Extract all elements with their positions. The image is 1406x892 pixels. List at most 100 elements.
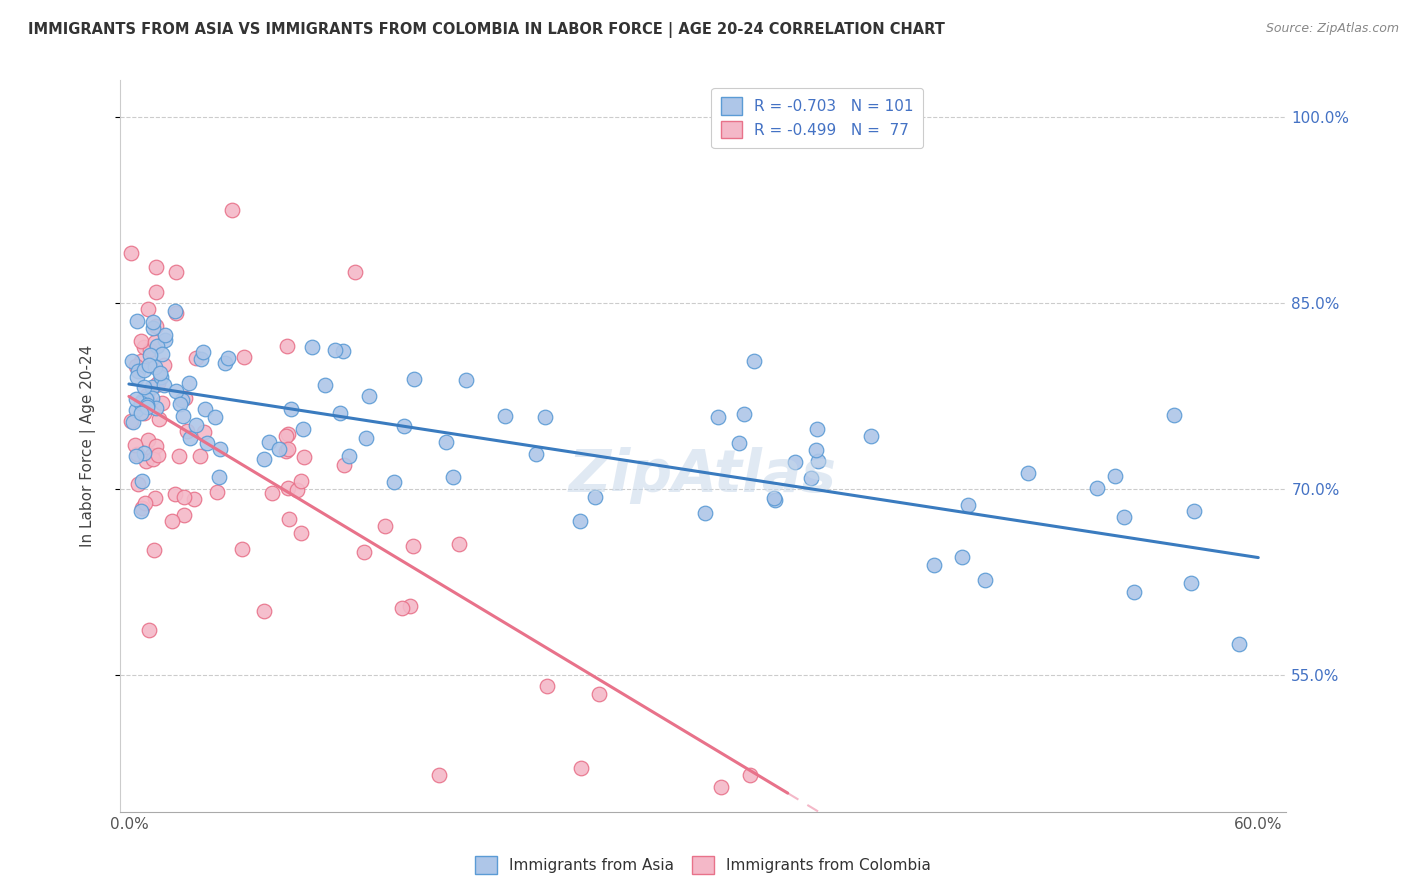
Point xyxy=(138,349,160,363)
Point xyxy=(129,334,152,348)
Point xyxy=(214,356,236,370)
Point xyxy=(399,599,422,613)
Point xyxy=(374,519,396,533)
Point xyxy=(301,340,323,354)
Point xyxy=(141,380,163,394)
Point xyxy=(292,422,315,436)
Point xyxy=(132,406,155,420)
Point xyxy=(783,454,806,468)
Point xyxy=(155,328,177,343)
Point xyxy=(277,481,299,495)
Point xyxy=(277,512,299,526)
Point xyxy=(153,334,176,348)
Point xyxy=(860,428,883,442)
Point xyxy=(337,449,360,463)
Point xyxy=(1017,466,1039,480)
Point xyxy=(145,439,167,453)
Point xyxy=(134,446,156,460)
Point xyxy=(135,454,157,468)
Point xyxy=(129,504,152,518)
Point xyxy=(727,436,749,450)
Point xyxy=(693,506,716,520)
Point xyxy=(922,558,945,572)
Point xyxy=(329,406,352,420)
Point xyxy=(494,409,516,423)
Point xyxy=(145,401,167,416)
Point xyxy=(129,396,152,410)
Point xyxy=(142,314,165,328)
Point xyxy=(253,604,276,618)
Point xyxy=(188,450,211,464)
Point xyxy=(454,373,477,387)
Point xyxy=(524,447,547,461)
Point xyxy=(569,761,592,775)
Point xyxy=(165,265,187,279)
Point xyxy=(194,402,217,417)
Point xyxy=(1163,408,1185,422)
Point xyxy=(950,549,973,564)
Point xyxy=(231,541,253,556)
Point xyxy=(276,339,298,353)
Point xyxy=(262,486,284,500)
Point xyxy=(143,491,166,505)
Point xyxy=(146,376,169,391)
Point xyxy=(742,353,765,368)
Point xyxy=(122,415,145,429)
Point xyxy=(149,369,172,384)
Point xyxy=(332,343,354,358)
Point xyxy=(733,407,755,421)
Point xyxy=(1123,584,1146,599)
Point xyxy=(190,351,212,366)
Point xyxy=(179,431,201,445)
Point xyxy=(232,351,254,365)
Point xyxy=(973,573,995,587)
Point xyxy=(148,411,170,425)
Point xyxy=(127,476,149,491)
Point xyxy=(382,475,405,490)
Point xyxy=(165,306,187,320)
Point xyxy=(172,409,194,423)
Point xyxy=(146,339,169,353)
Point xyxy=(957,498,980,512)
Point xyxy=(125,403,148,417)
Point xyxy=(738,767,761,781)
Point xyxy=(449,537,471,551)
Point xyxy=(207,485,229,500)
Point xyxy=(129,353,152,368)
Point xyxy=(152,358,174,372)
Point xyxy=(127,314,149,328)
Point xyxy=(280,402,302,417)
Y-axis label: In Labor Force | Age 20-24: In Labor Force | Age 20-24 xyxy=(80,345,96,547)
Point xyxy=(1104,468,1126,483)
Point xyxy=(359,389,381,403)
Point xyxy=(131,393,153,408)
Point xyxy=(127,447,149,461)
Point xyxy=(343,265,366,279)
Point xyxy=(127,364,149,378)
Point xyxy=(145,319,167,334)
Point xyxy=(763,493,786,508)
Point xyxy=(125,449,148,463)
Point xyxy=(125,359,148,374)
Point xyxy=(183,491,205,506)
Point xyxy=(177,376,200,390)
Point xyxy=(277,442,299,457)
Point xyxy=(163,487,186,501)
Point xyxy=(120,414,142,428)
Point xyxy=(131,475,153,489)
Point xyxy=(259,435,281,450)
Point xyxy=(533,410,555,425)
Point xyxy=(208,469,231,483)
Point xyxy=(1180,575,1202,590)
Point xyxy=(149,366,172,380)
Point xyxy=(153,377,176,392)
Point xyxy=(806,422,828,436)
Point xyxy=(139,343,162,357)
Point xyxy=(221,203,243,218)
Point xyxy=(441,470,464,484)
Point xyxy=(173,392,195,406)
Point xyxy=(391,601,413,615)
Point xyxy=(402,540,425,554)
Legend: R = -0.703   N = 101, R = -0.499   N =  77: R = -0.703 N = 101, R = -0.499 N = 77 xyxy=(711,88,922,148)
Point xyxy=(145,378,167,392)
